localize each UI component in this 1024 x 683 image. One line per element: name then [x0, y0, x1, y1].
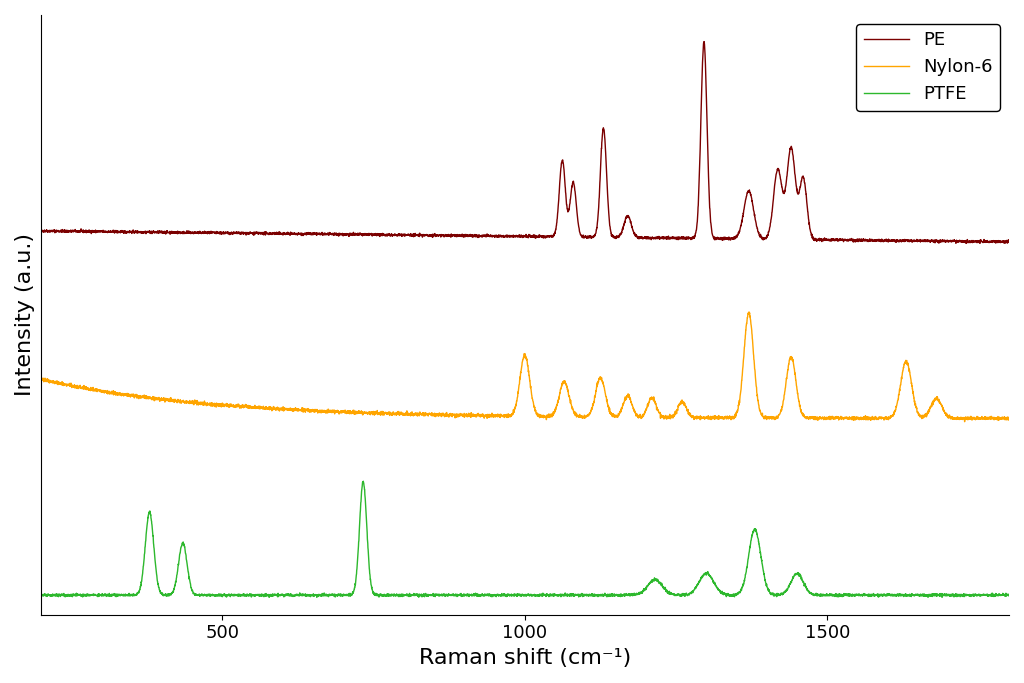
- PE: [830, 236, 843, 245]
- PTFE: [210, 591, 222, 600]
- PTFE: [263, 594, 275, 602]
- Nylon-6: [665, 414, 677, 422]
- PE: [698, 38, 711, 46]
- PE: [615, 228, 628, 236]
- PE: [210, 228, 222, 236]
- Line: PTFE: PTFE: [41, 482, 1009, 598]
- PTFE: [404, 591, 417, 599]
- PTFE: [1002, 591, 1015, 599]
- PTFE: [615, 591, 628, 599]
- Nylon-6: [404, 412, 417, 420]
- PE: [961, 239, 973, 247]
- Nylon-6: [615, 404, 628, 413]
- PE: [1002, 238, 1015, 247]
- Line: PE: PE: [41, 42, 1009, 243]
- Nylon-6: [210, 399, 222, 407]
- Line: Nylon-6: Nylon-6: [41, 312, 1009, 421]
- Nylon-6: [742, 308, 755, 316]
- PE: [404, 230, 417, 238]
- PTFE: [357, 477, 370, 486]
- Nylon-6: [757, 413, 769, 421]
- PE: [665, 234, 677, 242]
- Nylon-6: [958, 417, 971, 426]
- PTFE: [35, 591, 47, 600]
- PTFE: [758, 567, 770, 575]
- Nylon-6: [35, 376, 47, 384]
- Y-axis label: Intensity (a.u.): Intensity (a.u.): [15, 234, 35, 396]
- PE: [757, 235, 769, 243]
- PTFE: [665, 590, 677, 598]
- Nylon-6: [830, 413, 843, 421]
- Legend: PE, Nylon-6, PTFE: PE, Nylon-6, PTFE: [856, 24, 1000, 111]
- PTFE: [831, 591, 844, 600]
- Nylon-6: [1002, 414, 1015, 422]
- PE: [35, 227, 47, 235]
- X-axis label: Raman shift (cm⁻¹): Raman shift (cm⁻¹): [419, 648, 631, 668]
